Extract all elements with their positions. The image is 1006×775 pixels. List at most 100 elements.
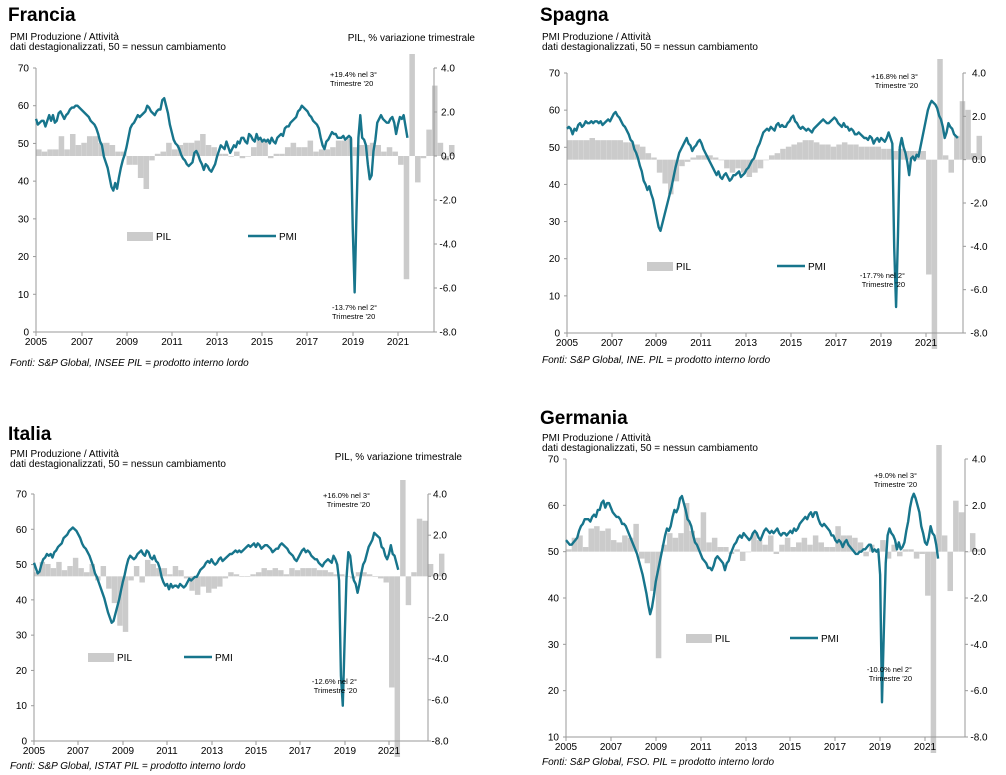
- gdp-bar: [970, 153, 977, 160]
- x-tick-label: 2007: [600, 742, 623, 753]
- x-tick-label: 2017: [824, 742, 847, 753]
- gdp-bar: [381, 151, 387, 156]
- left-tick-label: 0: [554, 329, 560, 340]
- x-tick-label: 2011: [690, 338, 712, 349]
- gdp-bar: [361, 572, 367, 577]
- right-tick-label: -2.0: [439, 196, 457, 207]
- gdp-bar: [75, 145, 82, 156]
- x-tick-label: 2007: [67, 746, 90, 757]
- gdp-bar: [126, 156, 133, 165]
- gdp-bar: [941, 535, 948, 552]
- x-tick-label: 2005: [555, 742, 578, 753]
- gdp-bar: [881, 148, 887, 160]
- gdp-bar: [836, 144, 842, 160]
- left-tick-label: 20: [549, 254, 561, 265]
- gdp-bar: [892, 151, 898, 160]
- gdp-bar: [386, 147, 393, 156]
- gdp-bar: [128, 576, 134, 581]
- right-tick-label: 0.0: [433, 572, 447, 583]
- right-tick-label: -4.0: [439, 240, 457, 251]
- right-tick-label: -6.0: [439, 284, 457, 295]
- left-tick-label: 10: [548, 733, 560, 744]
- gdp-bar: [262, 140, 268, 156]
- left-tick-label: 40: [16, 595, 28, 606]
- gdp-bar: [958, 512, 965, 552]
- gdp-bar: [98, 142, 104, 156]
- right-tick-label: -8.0: [970, 733, 988, 744]
- right-tick-label: 2.0: [972, 112, 986, 123]
- gdp-bar: [405, 576, 412, 606]
- gdp-bar: [86, 136, 93, 156]
- gdp-bar: [137, 156, 144, 178]
- gdp-bar: [328, 572, 334, 577]
- gdp-bar: [426, 129, 432, 156]
- gdp-bar: [808, 140, 814, 160]
- gdp-bar: [858, 146, 865, 160]
- gdp-bar: [194, 140, 200, 156]
- x-tick-label: 2009: [112, 746, 135, 757]
- annotation-peak-line: Trimestre '20: [874, 480, 917, 489]
- gdp-bar: [937, 59, 943, 160]
- left-tick-label: 60: [548, 501, 560, 512]
- right-tick-label: 4.0: [972, 69, 986, 80]
- right-tick-label: -2.0: [970, 594, 988, 605]
- gdp-bar: [717, 547, 724, 552]
- legend-pmi-label: PMI: [808, 262, 826, 273]
- annotation-peak: +16.0% nel 3° Trimestre '20: [323, 491, 370, 509]
- left-tick-label: 10: [549, 291, 561, 302]
- left-tick-label: 10: [18, 290, 30, 301]
- gdp-bar: [622, 535, 628, 552]
- gdp-bar: [606, 140, 612, 160]
- gdp-bar: [773, 551, 780, 554]
- right-tick-label: 4.0: [441, 64, 455, 75]
- x-tick-label: 2011: [156, 746, 178, 757]
- gdp-bar: [267, 570, 273, 577]
- annotation-trough-line: -10.0% nel 2°: [867, 665, 912, 674]
- plot-area: 2005 2007 2009 2011 2013 2015 2017 2019 2021 0 10 2…: [16, 480, 449, 757]
- x-tick-label: 2017: [296, 337, 319, 348]
- gdp-bar: [595, 140, 601, 160]
- left-tick-label: 40: [549, 180, 561, 191]
- gdp-bar: [61, 570, 68, 577]
- gdp-bar: [100, 566, 107, 577]
- gdp-bar: [791, 144, 797, 160]
- gdp-bar: [796, 542, 802, 552]
- gdp-bar: [67, 566, 73, 577]
- gdp-bar: [846, 535, 853, 552]
- left-axis-title-line2: dati destagionalizzati, 50 = nessun camb…: [542, 42, 758, 53]
- gdp-bar: [588, 528, 594, 552]
- annotation-peak-line: Trimestre '20: [330, 79, 373, 88]
- gdp-bar: [78, 568, 84, 577]
- country-title: Italia: [8, 424, 52, 445]
- right-axis-title: PIL, % variazione trimestrale: [335, 452, 463, 463]
- gdp-bar: [959, 101, 966, 160]
- gdp-bar: [443, 156, 449, 161]
- gdp-bar: [39, 561, 46, 577]
- gdp-bar: [352, 147, 359, 156]
- gdp-bar: [847, 144, 854, 160]
- x-tick-label: 2015: [245, 746, 268, 757]
- gdp-bar: [853, 144, 859, 160]
- gdp-bar: [779, 544, 785, 552]
- gdp-bar: [416, 518, 423, 577]
- legend-gdp-swatch: [88, 653, 114, 662]
- gdp-bar: [947, 551, 953, 592]
- country-title: Spagna: [540, 5, 609, 26]
- left-tick-label: 30: [549, 217, 561, 228]
- gdp-bar: [289, 568, 295, 577]
- gdp-bar: [690, 157, 696, 160]
- left-tick-label: 50: [548, 547, 560, 558]
- annotation-trough: -10.0% nel 2° Trimestre '20: [867, 665, 912, 683]
- gdp-bar: [411, 572, 417, 577]
- left-tick-label: 50: [549, 143, 561, 154]
- gdp-bar: [623, 142, 629, 160]
- gdp-bar: [662, 159, 668, 184]
- annotation-peak-line: +16.0% nel 3°: [323, 491, 370, 500]
- left-tick-label: 40: [18, 177, 30, 188]
- gdp-bar: [333, 574, 340, 577]
- right-tick-label: -4.0: [431, 654, 449, 665]
- gdp-bar: [375, 145, 381, 156]
- gdp-bar: [627, 537, 634, 552]
- gdp-bar: [311, 568, 317, 577]
